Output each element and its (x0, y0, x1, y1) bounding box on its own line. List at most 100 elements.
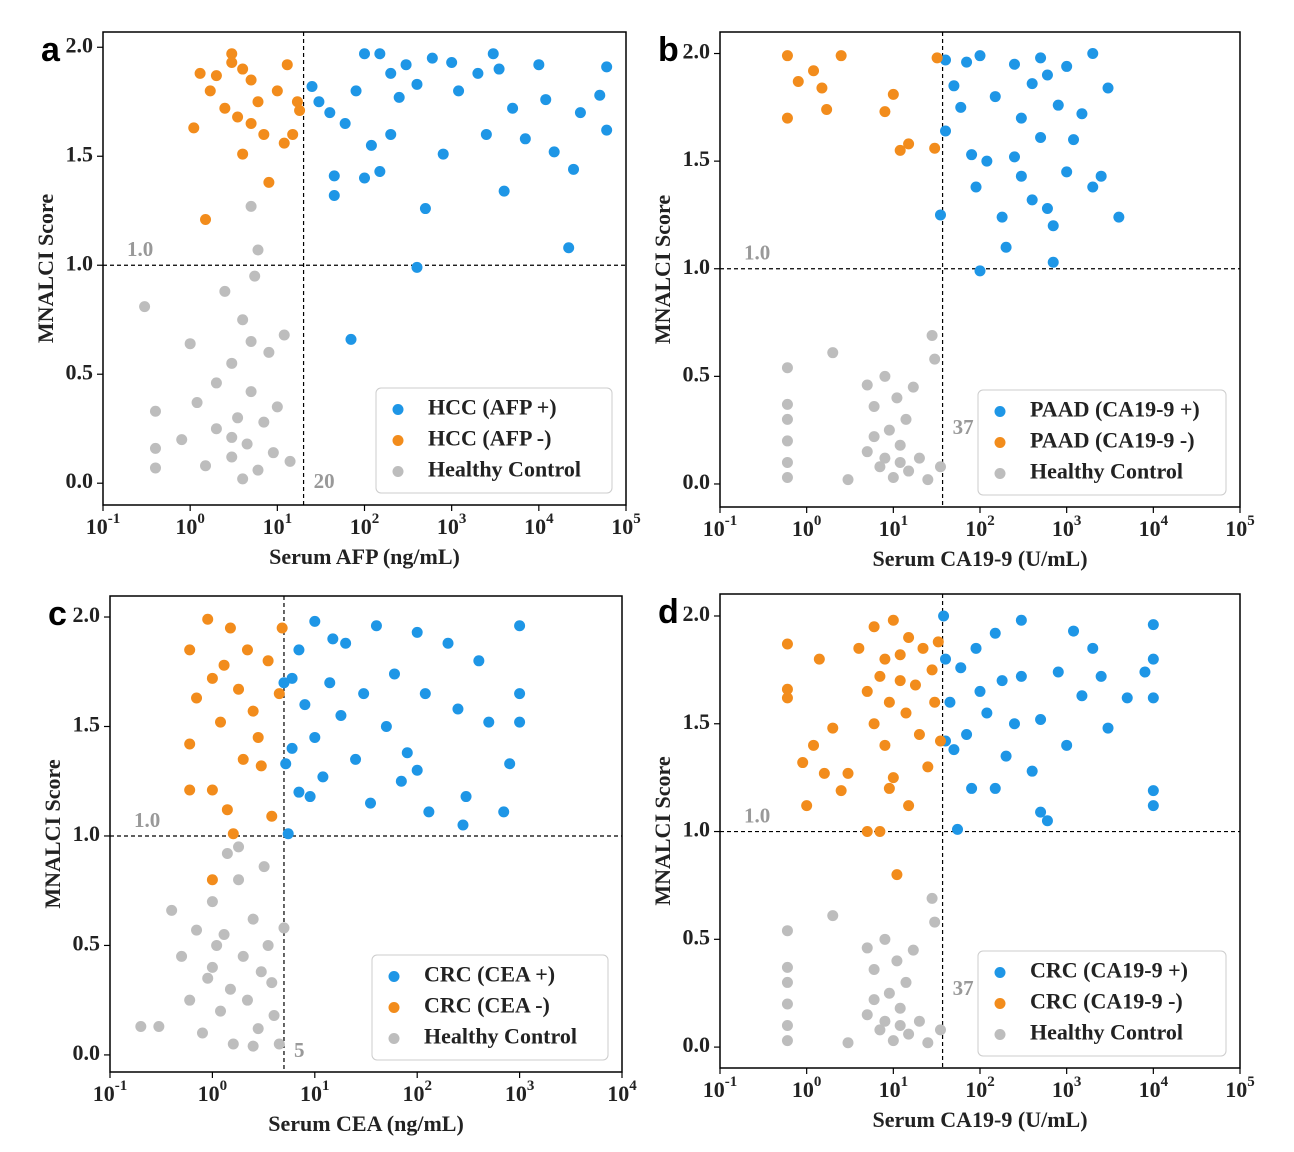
point (232, 412, 244, 424)
point (284, 455, 296, 467)
threshold-h-label: 1.0 (127, 237, 153, 261)
point (894, 675, 906, 687)
point (294, 104, 306, 116)
point (184, 994, 196, 1006)
point (827, 722, 839, 734)
point (887, 472, 899, 484)
y-tick-label: 0.5 (73, 930, 101, 955)
point (273, 688, 285, 700)
point (191, 397, 203, 409)
legend-label: Healthy Control (1030, 1020, 1183, 1045)
point (226, 48, 238, 60)
point (233, 683, 245, 695)
point (1008, 58, 1020, 70)
point (861, 379, 873, 391)
point (989, 782, 1001, 794)
point (1087, 181, 1099, 193)
point (574, 107, 586, 119)
point (237, 63, 249, 75)
point (188, 122, 200, 134)
point (306, 80, 318, 92)
x-tick-label: 10-1 (703, 513, 738, 541)
point (1076, 108, 1088, 120)
point (1035, 806, 1047, 818)
point (948, 744, 960, 756)
point (507, 102, 519, 114)
point (781, 998, 793, 1010)
point (1052, 99, 1064, 111)
point (781, 50, 793, 62)
point (1087, 642, 1099, 654)
point (907, 944, 919, 956)
legend-box (977, 950, 1227, 1057)
point (184, 784, 196, 796)
point (879, 739, 891, 751)
point (868, 400, 880, 412)
point (278, 922, 290, 934)
point (922, 474, 934, 486)
point (374, 48, 386, 60)
x-tick-label: 101 (879, 513, 909, 541)
point (446, 57, 458, 69)
point (961, 729, 973, 741)
threshold-h-label: 1.0 (744, 803, 770, 827)
point (504, 758, 516, 770)
point (328, 170, 340, 182)
point (816, 82, 828, 94)
point (989, 91, 1001, 103)
point (894, 1002, 906, 1014)
point (853, 642, 865, 654)
y-tick-label: 2.0 (66, 32, 94, 57)
point (1041, 815, 1053, 827)
point (835, 785, 847, 797)
point (365, 797, 377, 809)
point (452, 703, 464, 715)
point (293, 786, 305, 798)
x-axis-label: Serum CA19-9 (U/mL) (872, 546, 1087, 571)
point (1061, 166, 1073, 178)
point (221, 847, 233, 859)
point (293, 644, 305, 656)
point (139, 301, 151, 313)
point (241, 438, 253, 450)
point (210, 377, 222, 389)
panel: 0.0 0.5 1.0 1.5 2.0 10-1 100 101 102 103 104 105 Ser… (650, 593, 1255, 1132)
point (879, 370, 891, 382)
point (781, 456, 793, 468)
point (276, 622, 288, 634)
legend-marker (392, 466, 404, 477)
point (263, 176, 275, 188)
legend-marker (994, 1029, 1006, 1040)
point (797, 757, 809, 769)
point (442, 637, 454, 649)
point (879, 933, 891, 945)
x-tick-label: 10-1 (93, 1078, 128, 1106)
point (868, 718, 880, 730)
point (350, 753, 362, 765)
point (781, 683, 793, 695)
point (249, 270, 261, 282)
point (891, 392, 903, 404)
point (955, 662, 967, 674)
point (781, 413, 793, 425)
y-tick-label: 0.0 (66, 468, 94, 493)
point (981, 707, 993, 719)
threshold-v-label: 20 (314, 469, 335, 493)
point (457, 819, 469, 831)
point (258, 861, 270, 873)
point (861, 942, 873, 954)
point (210, 423, 222, 435)
point (267, 447, 279, 459)
point (202, 972, 214, 984)
point (340, 637, 352, 649)
point (194, 67, 206, 79)
point (781, 1035, 793, 1047)
point (483, 716, 495, 728)
point (278, 329, 290, 341)
point (835, 50, 847, 62)
legend-marker (388, 1002, 400, 1013)
legend-marker (994, 406, 1006, 417)
legend-label: CRC (CEA +) (424, 962, 555, 987)
x-tick-label: 100 (792, 1074, 822, 1102)
legend-marker (994, 967, 1006, 978)
